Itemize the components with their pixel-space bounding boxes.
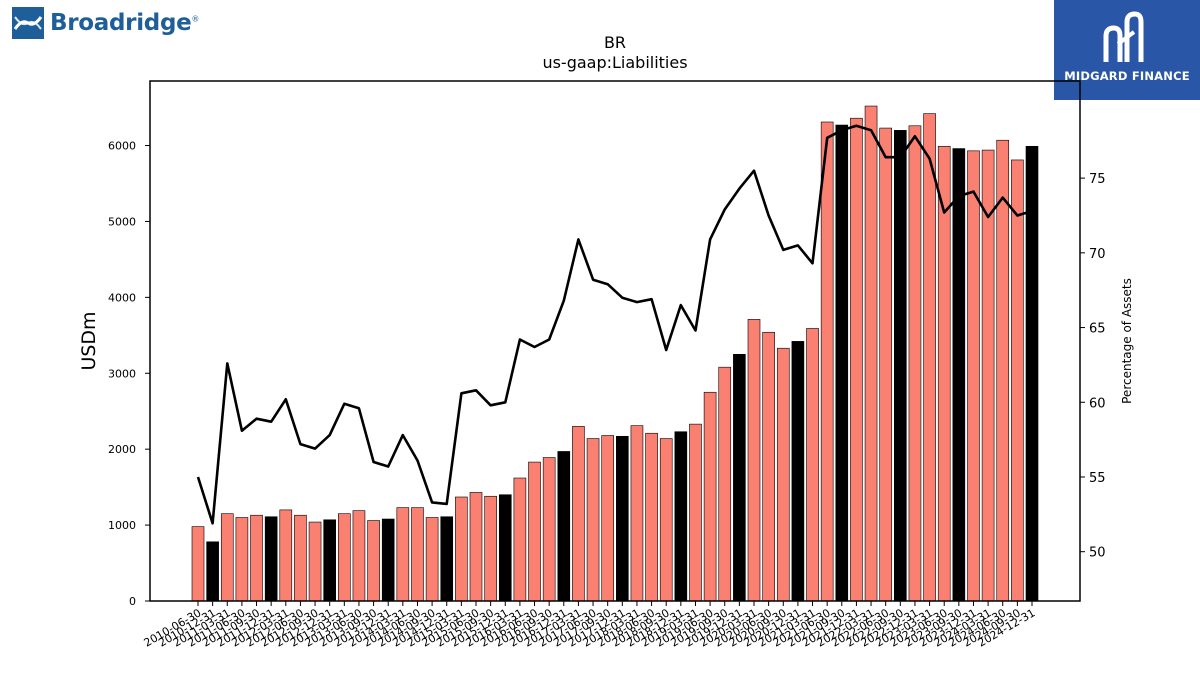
- y2-axis-label: Percentage of Assets: [1120, 278, 1134, 404]
- bar-2018-03-31: [630, 425, 644, 602]
- bar-2017-12-31: [616, 435, 629, 602]
- y-tick-label: 1000: [108, 519, 136, 532]
- bar-series: [191, 105, 1039, 602]
- bar-2017-03-31: [572, 426, 585, 602]
- bar-2015-09-30: [484, 495, 497, 602]
- bar-2016-12-31: [557, 451, 571, 602]
- bar-2022-03-31: [864, 105, 878, 602]
- bar-2011-06-30: [235, 517, 249, 602]
- bar-2011-03-31: [220, 513, 234, 602]
- bar-2023-03-31: [923, 113, 936, 602]
- y2-tick-label: 75: [1089, 172, 1106, 187]
- bar-2022-09-30: [894, 130, 907, 602]
- broadridge-logo: Broadridge®: [12, 6, 199, 40]
- bar-2024-06-30: [996, 139, 1010, 602]
- y2-tick-label: 60: [1089, 396, 1106, 411]
- bar-2020-12-31: [791, 341, 805, 602]
- bar-2014-03-31: [396, 507, 410, 602]
- bar-2015-06-30: [469, 492, 483, 602]
- bar-2015-12-31: [498, 494, 512, 602]
- bar-2017-06-30: [586, 438, 600, 602]
- left-axis: 0 1000 2000 3000 4000 5000 6000: [108, 140, 150, 608]
- bar-2016-06-30: [528, 461, 541, 602]
- midgard-finance-logo-text: MIDGARD FINANCE: [1064, 69, 1190, 83]
- broadridge-logo-text: Broadridge®: [50, 10, 200, 36]
- bar-2016-03-31: [513, 477, 527, 602]
- y-tick-label: 5000: [108, 215, 136, 228]
- bar-2018-12-31: [674, 431, 688, 602]
- bar-2013-12-31: [381, 518, 395, 602]
- midgard-finance-logo: MIDGARD FINANCE: [1054, 0, 1200, 100]
- bar-2014-12-31: [440, 516, 454, 602]
- y2-tick-label: 55: [1089, 471, 1106, 486]
- bar-2010-06-30: [191, 526, 205, 602]
- bar-2010-12-31: [206, 541, 219, 602]
- bar-2011-09-30: [250, 514, 263, 602]
- bar-2013-03-31: [338, 513, 351, 602]
- bar-2020-09-30: [776, 347, 790, 602]
- bar-2019-12-31: [733, 353, 746, 602]
- bar-2018-06-30: [645, 432, 658, 602]
- bar-2016-09-30: [542, 457, 556, 602]
- y-tick-label: 3000: [108, 367, 136, 380]
- bar-2019-06-30: [703, 391, 717, 602]
- bar-2024-12-31: [1025, 145, 1039, 602]
- bar-2014-06-30: [411, 507, 424, 602]
- bar-2011-12-31: [264, 516, 278, 602]
- plot-frame: [149, 80, 1081, 602]
- right-axis: 50 55 60 65 70 75: [1080, 172, 1106, 561]
- bar-2021-12-31: [850, 117, 863, 602]
- bar-2022-12-31: [908, 125, 922, 602]
- y2-tick-label: 70: [1089, 247, 1106, 262]
- bar-2012-09-30: [308, 521, 322, 602]
- y2-tick-label: 65: [1089, 322, 1106, 337]
- bar-2020-03-31: [747, 319, 761, 602]
- bar-2024-09-30: [1011, 159, 1024, 602]
- bar-2013-09-30: [367, 520, 380, 602]
- y2-tick-label: 50: [1089, 546, 1106, 561]
- y-tick-label: 0: [129, 595, 136, 608]
- percentage-line-series: [196, 124, 1033, 525]
- chart-subtitle: us-gaap:Liabilities: [542, 53, 687, 72]
- x-axis: 2010-06-302010-12-312011-03-312011-06-30…: [142, 601, 1038, 650]
- bar-2023-12-31: [967, 150, 980, 602]
- bar-2019-09-30: [718, 366, 732, 602]
- bar-2012-12-31: [323, 519, 336, 602]
- y-tick-label: 2000: [108, 443, 136, 456]
- bar-2012-03-31: [279, 509, 293, 602]
- percentage-line: [196, 124, 1033, 525]
- broadridge-logo-icon: [12, 7, 44, 39]
- chart-title: BR: [604, 33, 626, 52]
- bar-2018-09-30: [659, 438, 673, 602]
- bar-2021-09-30: [835, 124, 849, 602]
- bar-2020-06-30: [762, 331, 775, 602]
- bar-2015-03-31: [455, 496, 468, 602]
- bar-2021-03-31: [806, 328, 819, 602]
- bar-2012-06-30: [294, 514, 307, 602]
- bar-2022-06-30: [879, 127, 892, 602]
- bar-2017-09-30: [601, 435, 614, 602]
- y-axis-label: USDm: [78, 311, 100, 370]
- y-tick-label: 6000: [108, 140, 136, 153]
- midgard-finance-logo-icon: [1103, 11, 1144, 62]
- bar-2019-03-31: [689, 423, 702, 602]
- bar-2023-06-30: [937, 145, 951, 602]
- bar-2014-09-30: [425, 517, 439, 602]
- y-tick-label: 4000: [108, 291, 136, 304]
- bar-2013-06-30: [352, 510, 366, 602]
- bar-2021-06-30: [820, 121, 834, 602]
- bar-2023-09-30: [952, 148, 966, 602]
